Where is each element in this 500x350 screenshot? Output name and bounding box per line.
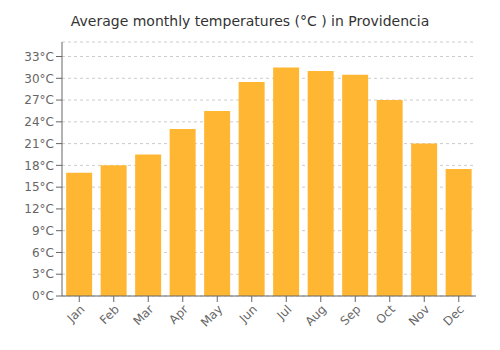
svg-text:3°C: 3°C [32,267,54,281]
svg-text:12°C: 12°C [24,202,54,216]
svg-text:Apr: Apr [166,302,191,327]
svg-text:Jun: Jun [236,302,260,326]
svg-text:Aug: Aug [302,302,328,328]
svg-text:Feb: Feb [97,302,122,327]
svg-text:Mar: Mar [130,302,156,328]
svg-text:Jul: Jul [274,302,295,323]
svg-text:0°C: 0°C [32,289,54,303]
svg-text:Dec: Dec [441,302,467,328]
svg-text:May: May [198,302,225,329]
svg-text:Jan: Jan [64,302,88,326]
svg-text:Nov: Nov [406,302,432,328]
svg-text:27°C: 27°C [24,93,54,107]
svg-text:24°C: 24°C [24,115,54,129]
svg-text:21°C: 21°C [24,137,54,151]
svg-text:Sep: Sep [337,302,363,328]
svg-text:15°C: 15°C [24,180,54,194]
svg-text:33°C: 33°C [24,50,54,64]
html-text:Average monthly temperatures (: Average monthly temperatures (°C ) in Pr… [70,13,430,29]
svg-text:6°C: 6°C [32,246,54,260]
svg-text:30°C: 30°C [24,72,54,86]
svg-text:Oct: Oct [373,302,398,327]
svg-text:9°C: 9°C [32,224,54,238]
svg-text:18°C: 18°C [24,159,54,173]
